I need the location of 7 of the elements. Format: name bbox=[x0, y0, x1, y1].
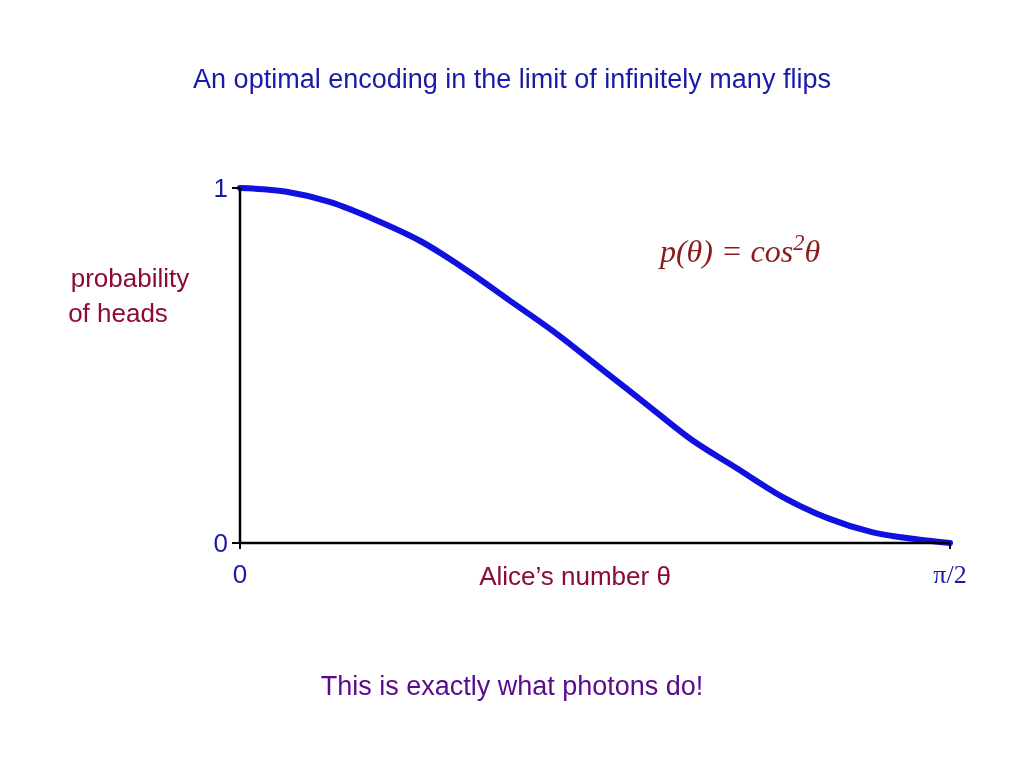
x-tick-label: π/2 bbox=[933, 560, 967, 589]
y-axis-title: probability of heads bbox=[68, 263, 190, 329]
annotation: p(θ) = cos$^{2}$θ bbox=[657, 229, 821, 269]
x-axis-title: Alice’s number θ bbox=[479, 561, 671, 591]
y-tick-label: 1 bbox=[213, 173, 228, 204]
text: This is exactly what photons do! bbox=[320, 671, 704, 701]
chart-title: An optimal encoding in the limit of infinitely many flips bbox=[193, 64, 831, 94]
